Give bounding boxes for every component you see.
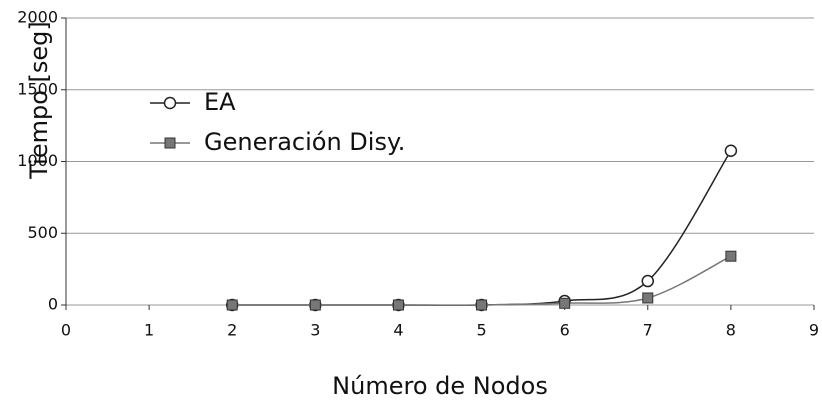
y-tick-label: 500 xyxy=(27,223,58,242)
point-marker xyxy=(641,274,655,288)
x-axis-label: Número de Nodos xyxy=(332,372,548,400)
y-tick-label: 0 xyxy=(48,295,58,314)
x-tick-label: 2 xyxy=(227,321,237,340)
x-tick-label: 4 xyxy=(393,321,403,340)
point-marker xyxy=(642,292,654,304)
x-tick-label: 7 xyxy=(643,321,653,340)
series-line xyxy=(232,150,732,307)
x-tick-label: 1 xyxy=(144,321,154,340)
legend-label: Generación Disy. xyxy=(204,128,405,156)
y-tick-label: 2000 xyxy=(17,8,58,27)
x-tick-label: 9 xyxy=(809,321,819,340)
y-tick-label: 1500 xyxy=(17,79,58,98)
legend-marker xyxy=(164,137,176,149)
x-tick-label: 0 xyxy=(61,321,71,340)
x-tick-label: 8 xyxy=(726,321,736,340)
y-axis-label: Tiempo [seg] xyxy=(25,21,53,180)
legend-label: EA xyxy=(204,88,236,116)
series-line xyxy=(232,255,732,306)
point-marker xyxy=(392,299,404,311)
point-marker xyxy=(226,299,238,311)
y-tick-label: 1000 xyxy=(17,151,58,170)
point-marker xyxy=(476,299,488,311)
point-marker xyxy=(724,144,738,157)
x-tick-label: 6 xyxy=(560,321,570,340)
x-tick-label: 3 xyxy=(310,321,320,340)
x-tick-label: 5 xyxy=(476,321,486,340)
legend-marker xyxy=(163,96,177,110)
point-marker xyxy=(725,250,737,262)
point-marker xyxy=(309,299,321,311)
point-marker xyxy=(559,297,571,309)
